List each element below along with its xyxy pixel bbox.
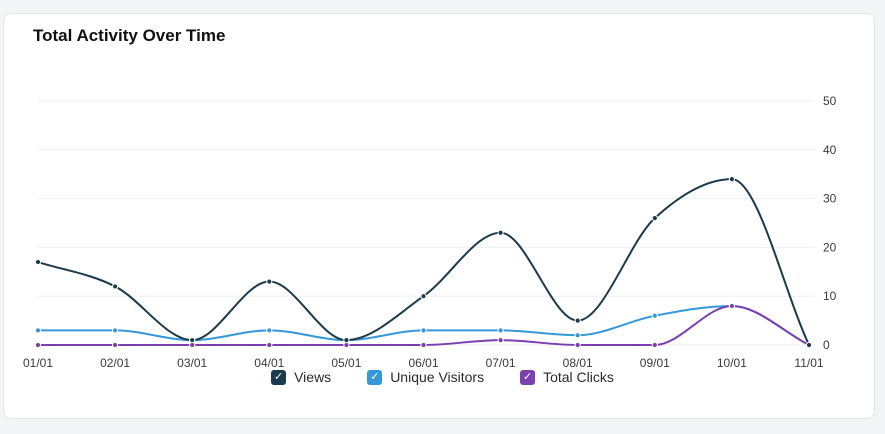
data-point-views[interactable]	[574, 317, 581, 324]
series-points	[34, 175, 813, 349]
y-tick-label: 50	[823, 94, 837, 108]
data-point-total-clicks[interactable]	[728, 302, 736, 310]
data-point-views[interactable]	[728, 175, 736, 183]
legend-checkbox-views[interactable]: ✓	[271, 369, 287, 385]
legend-label-views: Views	[294, 369, 332, 385]
y-tick-label: 10	[823, 289, 837, 303]
chart-card	[3, 13, 875, 419]
data-point-views[interactable]	[266, 278, 273, 285]
legend-item-total-clicks[interactable]: ✓ Total Clicks	[520, 369, 614, 385]
y-tick-label: 20	[823, 240, 837, 254]
legend-item-views[interactable]: ✓ Views	[271, 369, 331, 385]
legend-checkbox-total-clicks[interactable]: ✓	[520, 369, 536, 385]
legend-checkbox-unique-visitors[interactable]: ✓	[367, 369, 383, 385]
x-tick-label: 10/01	[717, 356, 747, 370]
data-point-views[interactable]	[189, 337, 196, 344]
legend: ✓ Views ✓ Unique Visitors ✓ Total Clicks	[0, 369, 885, 385]
y-tick-label: 30	[823, 192, 837, 206]
series-line-total-clicks	[37, 304, 810, 347]
series-lines	[37, 178, 810, 347]
data-point-total-clicks[interactable]	[497, 337, 504, 344]
legend-item-unique-visitors[interactable]: ✓ Unique Visitors	[367, 369, 484, 385]
y-tick-label: 0	[823, 338, 830, 352]
chart-title: Total Activity Over Time	[33, 26, 226, 45]
data-point-views[interactable]	[420, 293, 427, 300]
data-point-total-clicks[interactable]	[420, 341, 427, 349]
x-tick-label: 04/01	[254, 356, 284, 370]
data-point-total-clicks[interactable]	[651, 341, 658, 349]
data-point-unique-visitors[interactable]	[574, 332, 581, 339]
check-icon: ✓	[522, 370, 533, 383]
y-tick-label: 40	[823, 143, 837, 157]
data-point-total-clicks[interactable]	[574, 341, 581, 349]
x-tick-label: 05/01	[331, 356, 361, 370]
y-axis-ticks: 0 10 20 30 40 50	[823, 94, 837, 352]
x-tick-label: 09/01	[640, 356, 670, 370]
data-point-unique-visitors[interactable]	[651, 312, 658, 319]
legend-label-unique-visitors: Unique Visitors	[390, 369, 485, 385]
data-point-unique-visitors[interactable]	[420, 327, 427, 334]
data-point-views[interactable]	[497, 229, 504, 236]
data-point-views[interactable]	[112, 283, 119, 290]
x-tick-label: 07/01	[486, 356, 516, 370]
series-line-views	[37, 178, 810, 346]
data-point-views[interactable]	[34, 258, 42, 266]
x-tick-label: 03/01	[177, 356, 207, 370]
data-point-unique-visitors[interactable]	[266, 327, 273, 334]
x-tick-label: 11/01	[794, 356, 823, 370]
data-point-total-clicks[interactable]	[112, 341, 119, 349]
data-point-total-clicks[interactable]	[34, 341, 42, 349]
x-tick-label: 06/01	[408, 356, 438, 370]
data-point-unique-visitors[interactable]	[497, 327, 504, 334]
legend-label-total-clicks: Total Clicks	[543, 369, 614, 385]
x-axis-ticks: 01/01 02/01 03/01 04/01 05/01 06/01 07/01 08/01…	[23, 356, 824, 370]
x-tick-label: 08/01	[563, 356, 593, 370]
data-point-unique-visitors[interactable]	[34, 327, 42, 334]
data-point-views[interactable]	[651, 215, 658, 222]
check-icon: ✓	[370, 370, 380, 383]
data-point-views[interactable]	[343, 337, 350, 344]
data-point-unique-visitors[interactable]	[112, 327, 119, 334]
data-point-views[interactable]	[805, 341, 813, 349]
data-point-total-clicks[interactable]	[266, 341, 273, 349]
x-tick-label: 02/01	[100, 356, 130, 370]
check-icon: ✓	[273, 370, 284, 383]
x-tick-label: 01/01	[23, 356, 53, 370]
